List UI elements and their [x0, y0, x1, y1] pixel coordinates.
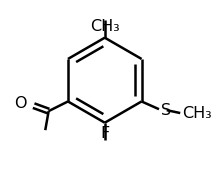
Text: O: O	[14, 96, 27, 111]
Text: F: F	[100, 126, 109, 141]
Text: CH₃: CH₃	[182, 106, 212, 121]
Text: S: S	[161, 103, 171, 118]
Text: CH₃: CH₃	[90, 19, 120, 34]
